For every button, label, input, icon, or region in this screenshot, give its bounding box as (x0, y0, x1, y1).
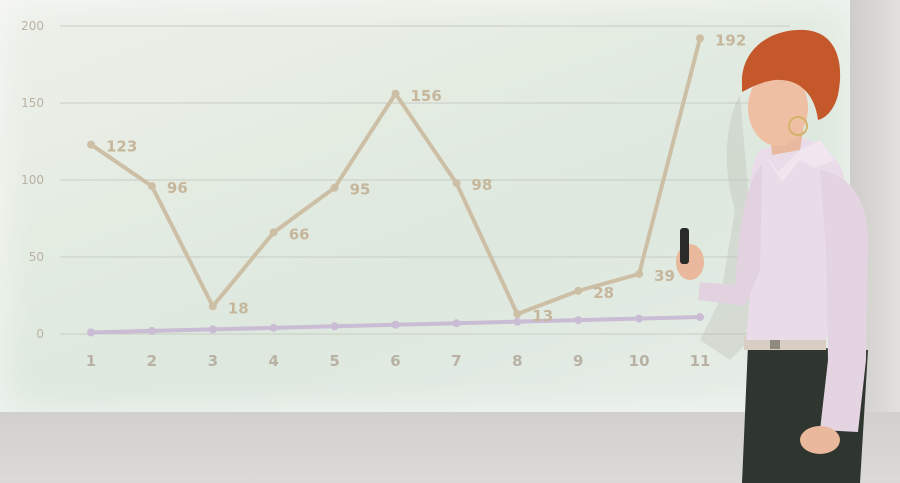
hand-right (800, 426, 840, 454)
shirt-sleeve-right (820, 170, 868, 432)
remote-clicker (680, 228, 689, 264)
